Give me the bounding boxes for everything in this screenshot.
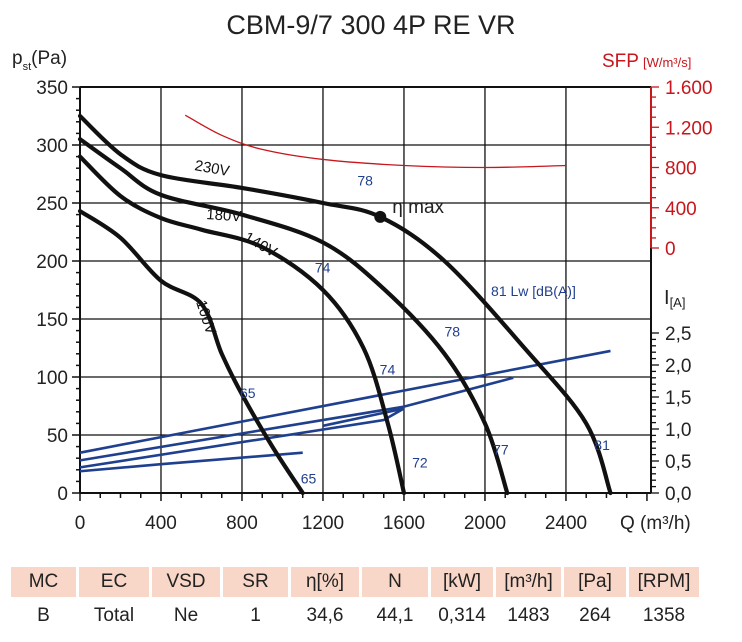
- sound-level-label: 65: [301, 471, 317, 487]
- y-tick-label: 200: [36, 252, 68, 273]
- sound-level-label: 81 Lw [dB(A)]: [491, 283, 576, 299]
- spec-value-sr: 1: [250, 605, 261, 626]
- current-axis-label: I[A]: [664, 287, 685, 310]
- sfp-tick-label: 1.600: [665, 78, 713, 99]
- sound-level-label: 81: [594, 437, 610, 453]
- spec-header-efficiency: η[%]: [291, 567, 359, 597]
- y-tick-label: 100: [36, 368, 68, 389]
- spec-header-n: N: [362, 567, 428, 597]
- sound-level-label: 72: [412, 454, 428, 470]
- spec-value-flow: 1483: [507, 605, 550, 626]
- spec-value-mc: B: [37, 605, 50, 626]
- sound-level-label: 78: [357, 173, 373, 189]
- current-curve-i-230v: [79, 349, 611, 454]
- y-tick-label: 300: [36, 136, 68, 157]
- x-tick-label: 1600: [383, 513, 425, 534]
- current-tick-label: 1,5: [665, 388, 691, 409]
- sound-level-label: 74: [315, 260, 331, 276]
- sound-level-label: 65: [240, 385, 256, 401]
- spec-table: MC EC VSD SR η[%] N [kW] [m³/h] [Pa] [RP…: [8, 563, 702, 635]
- eta-max-label: η max: [392, 197, 444, 218]
- sfp-tick-label: 1.200: [665, 118, 713, 139]
- eta-max-point: [374, 210, 387, 223]
- spec-header-power: [kW]: [431, 567, 493, 597]
- spec-header-ec: EC: [79, 567, 149, 597]
- voltage-label-180v: 180V: [206, 206, 242, 225]
- spec-value-efficiency: 34,6: [306, 605, 344, 626]
- y-axis-label: pst(Pa): [12, 48, 67, 73]
- pressure-curve-140v: [77, 154, 407, 496]
- voltage-label-100v: 100V: [192, 298, 219, 337]
- x-tick-label: 1200: [302, 513, 344, 534]
- voltage-label-140v: 140V: [241, 229, 280, 261]
- y-tick-label: 150: [36, 310, 68, 331]
- x-tick-label: 2400: [545, 513, 587, 534]
- current-tick-label: 0,5: [665, 452, 691, 473]
- spec-header-flow: [m³/h]: [496, 567, 561, 597]
- spec-value-power: 0,314: [438, 605, 486, 626]
- spec-table-header-row: MC EC VSD SR η[%] N [kW] [m³/h] [Pa] [RP…: [11, 567, 699, 597]
- current-curve-i-140v: [79, 407, 405, 469]
- sfp-tick-label: 0: [665, 239, 676, 260]
- series: [77, 113, 613, 496]
- spec-value-rpm: 1358: [642, 605, 686, 626]
- sfp-tick-label: 400: [665, 199, 697, 220]
- y-tick-label: 50: [47, 426, 68, 447]
- pressure-curve-100v: [77, 209, 305, 496]
- sfp-tick-label: 800: [665, 159, 697, 180]
- current-curve-i-100v: [79, 451, 303, 473]
- sound-level-label: 77: [493, 442, 509, 458]
- y-tick-label: 0: [57, 484, 68, 505]
- spec-header-vsd: VSD: [152, 567, 220, 597]
- y-tick-label: 350: [36, 78, 68, 99]
- x-tick-label: 400: [145, 513, 177, 534]
- x-axis-label: Q (m³/h): [620, 513, 691, 534]
- chart-title: CBM-9/7 300 4P RE VR: [226, 10, 515, 40]
- sound-level-label: 78: [444, 323, 460, 339]
- fan-performance-chart: CBM-9/7 300 4P RE VR pst(Pa) SFP [W/m³/s]…: [12, 10, 713, 534]
- current-tick-label: 0,0: [665, 484, 691, 505]
- current-tick-label: 2,0: [665, 356, 691, 377]
- spec-header-mc: MC: [11, 567, 76, 597]
- spec-table-value-row: B Total Ne 1 34,6 44,1 0,314 1483 264 13…: [11, 601, 699, 631]
- sfp-axis-label: SFP [W/m³/s]: [602, 51, 691, 72]
- pressure-curve-180v: [77, 137, 510, 496]
- labels: 230V 180V 140V 100V η max 78 74 81 Lw [dB(A)] 78…: [192, 157, 610, 487]
- x-tick-label: 800: [226, 513, 258, 534]
- spec-value-ec: Total: [93, 605, 135, 626]
- spec-value-vsd: Ne: [173, 605, 199, 626]
- sound-level-label: 74: [380, 362, 396, 378]
- current-curve-i-180v: [79, 376, 514, 462]
- x-tick-label: 2000: [464, 513, 506, 534]
- sfp-curve: [184, 114, 566, 169]
- spec-value-n: 44,1: [376, 605, 414, 626]
- spec-value-pressure: 264: [579, 605, 611, 626]
- y-tick-label: 250: [36, 194, 68, 215]
- current-tick-label: 2,5: [665, 324, 691, 345]
- spec-header-pressure: [Pa]: [564, 567, 626, 597]
- axes: 0 50 100 150 200 250 300 350 0 400 800 1200 1600 2000…: [36, 78, 712, 534]
- current-tick-label: 1,0: [665, 420, 691, 441]
- x-tick-label: 0: [75, 513, 86, 534]
- spec-header-sr: SR: [223, 567, 288, 597]
- voltage-label-230v: 230V: [193, 157, 230, 180]
- spec-header-rpm: [RPM]: [629, 567, 699, 597]
- pressure-curve-230v: [77, 113, 613, 496]
